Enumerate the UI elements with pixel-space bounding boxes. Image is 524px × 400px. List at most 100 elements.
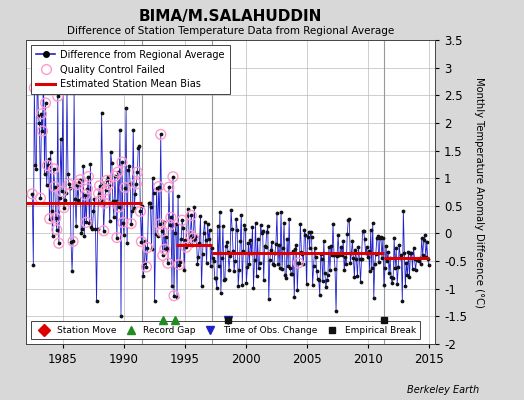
Point (46, 216, 54, 222)
Point (224, 248, 232, 255)
Point (335, 252, 343, 258)
Point (233, 226, 242, 233)
Point (146, 204, 155, 210)
Point (83, 186, 92, 192)
Point (161, 246, 169, 252)
Point (99, 180, 107, 186)
Point (211, 275, 219, 281)
Point (259, 277, 268, 283)
Point (416, 255, 424, 261)
Point (423, 256, 432, 263)
Point (274, 261, 282, 268)
Point (51, 215, 60, 221)
Point (409, 245, 418, 251)
Point (298, 251, 307, 257)
Point (353, 273, 362, 279)
Point (189, 235, 198, 241)
Point (139, 272, 148, 279)
Point (95, 182, 104, 189)
Point (42, 182, 51, 188)
Point (228, 226, 236, 232)
Point (225, 267, 233, 273)
Point (122, 105, 130, 111)
Point (325, 244, 333, 250)
Point (248, 224, 257, 230)
Point (417, 261, 425, 267)
Point (411, 267, 420, 273)
Point (119, 219, 127, 226)
Point (401, 282, 410, 289)
Point (105, 182, 113, 188)
Point (187, 212, 195, 219)
Point (421, 232, 429, 238)
Point (124, 166, 132, 173)
Point (105, 182, 113, 188)
Point (391, 264, 399, 271)
Point (303, 234, 312, 240)
Point (94, 190, 103, 197)
Point (363, 244, 371, 250)
Point (190, 204, 199, 210)
Point (132, 181, 140, 187)
Point (217, 289, 225, 296)
Point (200, 218, 209, 225)
Point (173, 293, 181, 300)
Point (93, 226, 102, 233)
Point (158, 228, 166, 235)
Point (394, 264, 402, 270)
Point (422, 254, 430, 260)
Point (53, 93, 62, 100)
Point (407, 250, 416, 256)
Point (114, 169, 122, 175)
Point (318, 256, 326, 262)
Point (82, 219, 91, 226)
Point (103, 177, 111, 184)
Point (402, 260, 411, 266)
Point (414, 258, 423, 264)
Point (129, 126, 137, 133)
Point (204, 236, 213, 242)
Point (406, 250, 414, 256)
Point (206, 263, 215, 270)
Point (58, 188, 66, 195)
Text: Berkeley Earth: Berkeley Earth (407, 385, 479, 395)
Point (405, 273, 413, 280)
Point (136, 208, 145, 215)
Point (236, 238, 244, 244)
Point (198, 283, 206, 290)
Point (186, 232, 194, 238)
Point (87, 224, 95, 230)
Point (263, 229, 271, 235)
Point (399, 208, 408, 214)
Point (66, 184, 74, 191)
Point (382, 243, 390, 249)
Point (64, 171, 72, 178)
Point (384, 248, 392, 255)
Point (229, 248, 237, 254)
Point (169, 174, 177, 180)
Point (81, 192, 90, 198)
Point (334, 232, 342, 238)
Point (31, 162, 39, 168)
Point (285, 216, 293, 222)
Point (36, 195, 45, 201)
Point (130, 205, 138, 211)
Point (283, 236, 291, 243)
Point (121, 184, 129, 191)
Point (333, 253, 341, 259)
Point (291, 245, 300, 252)
Point (178, 217, 187, 224)
Point (290, 294, 299, 300)
Point (108, 198, 117, 204)
Point (355, 256, 364, 263)
Point (310, 245, 319, 252)
Point (351, 247, 359, 253)
Point (63, 86, 71, 92)
Point (267, 247, 275, 254)
Point (256, 222, 265, 228)
Point (413, 256, 422, 262)
Point (59, 85, 67, 91)
Point (57, 136, 65, 142)
Point (155, 184, 163, 190)
Point (134, 144, 143, 151)
